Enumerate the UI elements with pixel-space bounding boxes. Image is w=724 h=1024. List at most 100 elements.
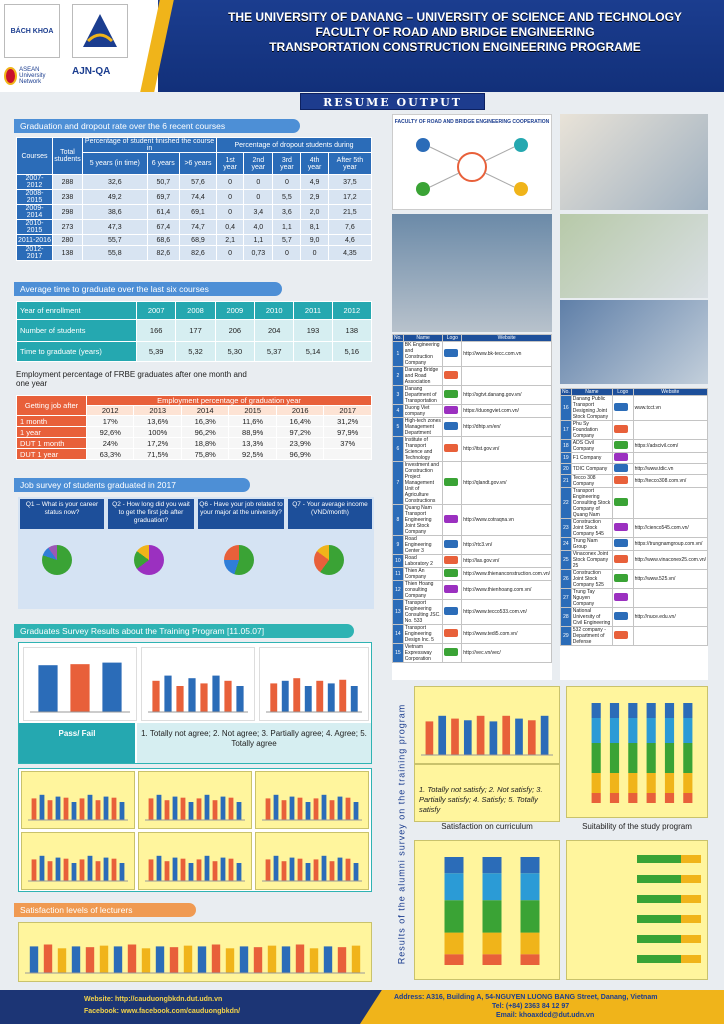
col-website: Website	[632, 388, 709, 396]
table-cell: 5,7	[272, 234, 302, 246]
company-website[interactable]: http://rtc3.vn/	[461, 535, 552, 555]
company-website[interactable]: http://vec.vn/vec/	[461, 643, 552, 663]
company-name: TDIC Company	[570, 463, 613, 475]
subheader-cell: 6 years	[146, 152, 180, 175]
question-box: Q2 - How long did you wait to get the fi…	[108, 499, 194, 529]
year-header: 2016	[275, 405, 325, 416]
bar	[236, 863, 242, 881]
footer-email[interactable]: Email: khoaxdcd@dut.udn.vn	[496, 1012, 595, 1019]
company-logo-icon	[613, 523, 628, 531]
bar	[265, 798, 271, 820]
bar	[281, 946, 291, 973]
bar	[527, 720, 536, 755]
company-website[interactable]: http://cienco545.com.vn/	[632, 518, 709, 538]
footer-facebook[interactable]: Facebook: www.facebook.com/cauduongbkdn/	[84, 1008, 241, 1015]
company-number: 21	[560, 474, 572, 488]
logo-text: BÁCH KHOA	[10, 27, 54, 35]
table-cell: 74,7	[178, 219, 218, 235]
table-cell: 55,7	[81, 234, 148, 246]
bar	[220, 857, 226, 881]
stacked-segment	[683, 773, 693, 793]
table-cell: 2008-2015	[16, 189, 53, 205]
row-time-label: Time to graduate (years)	[16, 341, 137, 362]
company-website[interactable]: http://itst.gov.vn/	[461, 436, 552, 462]
company-website[interactable]: http://www.cotraqna.vn	[461, 504, 552, 536]
bar	[113, 946, 123, 973]
resume-output-banner: RESUME OUTPUT	[300, 93, 485, 110]
bar	[304, 686, 312, 712]
company-name: Transport Engineering Consulting Stock C…	[570, 487, 613, 519]
company-website[interactable]	[632, 626, 709, 646]
chart-svg	[145, 794, 245, 821]
hbar-orange	[681, 895, 701, 903]
table-cell: 0	[216, 189, 245, 205]
company-website[interactable]: http://www.tedi5.com.vn/	[461, 624, 552, 644]
table-cell: 238	[51, 189, 83, 205]
company-logo-icon	[613, 593, 628, 601]
stacked-segment	[664, 718, 675, 743]
students-cell: 204	[254, 319, 295, 342]
bar	[176, 686, 184, 712]
skill-chart	[255, 771, 369, 829]
company-number: 27	[560, 588, 572, 608]
section-graduates-survey-title: Graduates Survey Results about the Train…	[14, 624, 354, 638]
company-website[interactable]	[632, 420, 709, 440]
table-cell: 55,8	[81, 245, 148, 261]
company-website[interactable]	[632, 487, 709, 519]
company-website[interactable]	[632, 452, 709, 464]
company-website[interactable]: http://www.vinaconex25.com.vn/	[632, 550, 709, 570]
company-website[interactable]: http://dhtp.vn/en/	[461, 417, 552, 437]
stacked-segment	[482, 932, 502, 955]
company-logo-icon	[444, 515, 459, 523]
bar	[353, 802, 359, 820]
chart-svg	[444, 857, 540, 965]
company-number: 23	[560, 518, 572, 538]
asean-text: ASEAN University Network	[19, 67, 46, 85]
subheader-cell: 1st year	[216, 152, 245, 175]
chart-svg	[262, 855, 362, 882]
table-cell: 3,4	[243, 204, 274, 220]
company-website[interactable]: http://nuce.edu.vn/	[632, 607, 709, 627]
company-name: Tecco 308 Company	[570, 474, 613, 488]
company-website[interactable]: www.tcct.vn	[632, 395, 709, 421]
company-website[interactable]	[632, 588, 709, 608]
bar	[236, 686, 244, 712]
company-website[interactable]: http://www.thienhoang.com.vn/	[461, 580, 552, 600]
table-cell: 32,6	[81, 174, 148, 190]
company-website[interactable]: http://www.tdic.vn	[632, 463, 709, 475]
company-name: Thien Hoang consulting Company	[402, 580, 444, 600]
company-row: 4 Duong Viet company https://duongviet.com…	[392, 404, 552, 418]
row-year-label: Year of enrollment	[16, 301, 137, 320]
company-website[interactable]: http://sgtvt.danang.gov.vn/	[461, 385, 552, 405]
company-logo	[611, 626, 634, 646]
company-website[interactable]: http://tecco308.com.vn/	[632, 474, 709, 488]
company-row: 27 Trung Tay Nguyen Company	[560, 588, 709, 608]
bar	[119, 863, 125, 881]
company-website[interactable]: https://adscivil.com/	[632, 439, 709, 453]
subheader-cell: After 5th year	[327, 152, 373, 175]
company-number: 4	[392, 404, 404, 418]
company-logo-icon	[613, 498, 628, 506]
footer-website[interactable]: Website: http://cauduongbkdn.dut.udn.vn	[84, 996, 223, 1003]
company-website[interactable]	[461, 366, 552, 386]
company-row: 12 Thien Hoang consulting Company http://w…	[392, 580, 552, 600]
company-website[interactable]: http://www.bk-tecc.com.vn	[461, 341, 552, 367]
title-line-1: THE UNIVERSITY OF DANANG – UNIVERSITY OF…	[228, 10, 682, 24]
company-row: 5 High-tech zones Management Department ht…	[392, 417, 552, 437]
company-website[interactable]: http://las.gov.vn/	[461, 554, 552, 568]
company-logo-icon	[613, 425, 628, 433]
company-website[interactable]: http://www.thienanconstruction.com.vn/	[461, 567, 552, 581]
asean-icon	[4, 67, 18, 85]
company-website[interactable]: http://www.tecco533.com.vn/	[461, 599, 552, 625]
bar	[155, 946, 165, 973]
bar	[270, 683, 278, 712]
bar	[297, 858, 303, 881]
company-website[interactable]: http://www.525.vn/	[632, 569, 709, 589]
bar	[39, 855, 45, 881]
table-cell: 71,5%	[133, 448, 182, 460]
company-website[interactable]: https://duongviet.com.vn/	[461, 404, 552, 418]
company-website[interactable]: http://qlandt.gov.vn/	[461, 461, 552, 505]
company-website[interactable]: https://trungnamgroup.com.vn/	[632, 537, 709, 551]
bar	[31, 859, 37, 881]
company-number: 20	[560, 463, 572, 475]
